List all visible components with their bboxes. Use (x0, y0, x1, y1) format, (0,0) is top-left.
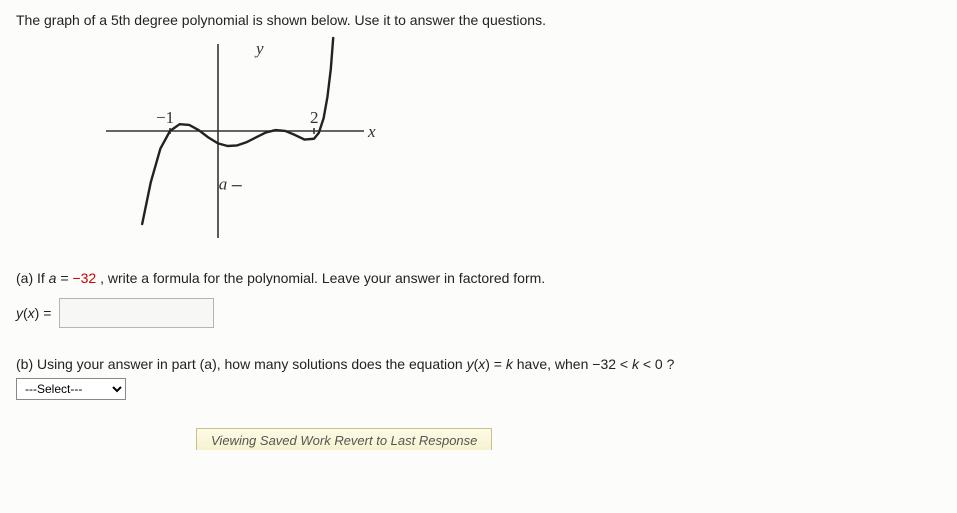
a-value: −32 (72, 270, 96, 286)
k-var-1: k (506, 356, 513, 372)
svg-text:2: 2 (310, 108, 319, 127)
lhs-close: ) = (35, 305, 52, 321)
equals: = (56, 270, 72, 286)
answer-row: y(x) = (16, 298, 941, 328)
part-b-2: have, when (513, 356, 592, 372)
fn-y: y (467, 356, 474, 372)
k-var-2: k (632, 356, 639, 372)
svg-text:y: y (254, 39, 264, 58)
solutions-select[interactable]: ---Select--- (16, 378, 126, 400)
polynomial-answer-input[interactable] (59, 298, 214, 328)
svg-text:a: a (219, 175, 228, 194)
svg-text:−1: −1 (156, 108, 174, 127)
svg-text:x: x (367, 122, 376, 141)
fn-close: ) = (485, 356, 506, 372)
polynomial-graph: −1 2 y x a (96, 36, 941, 246)
lhs-y: y (16, 305, 23, 321)
part-a-text: (a) If a = −32 , write a formula for the… (16, 270, 941, 286)
range-low: −32 < (592, 356, 632, 372)
part-a-suffix: , write a formula for the polynomial. Le… (96, 270, 545, 286)
part-b-text: (b) Using your answer in part (a), how m… (16, 356, 941, 372)
saved-work-footer[interactable]: Viewing Saved Work Revert to Last Respon… (196, 428, 492, 450)
question-prompt: The graph of a 5th degree polynomial is … (16, 12, 941, 28)
part-b-1: (b) Using your answer in part (a), how m… (16, 356, 467, 372)
part-b-3: < 0 ? (639, 356, 674, 372)
yx-lhs: y(x) = (16, 305, 51, 321)
lhs-x: x (28, 305, 35, 321)
part-a-prefix: (a) If (16, 270, 49, 286)
select-row: ---Select--- (16, 378, 941, 400)
